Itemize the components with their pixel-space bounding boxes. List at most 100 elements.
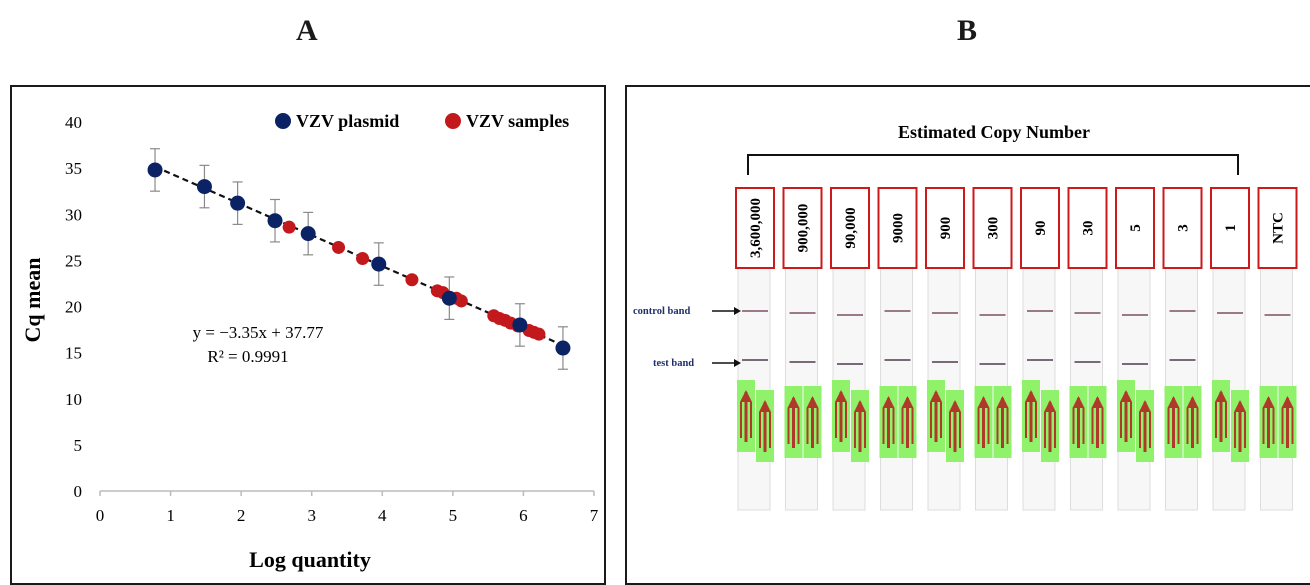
x-axis-title: Log quantity — [249, 547, 371, 572]
y-axis-title: Cq mean — [20, 258, 45, 343]
lane-9: 5 — [1115, 187, 1155, 511]
pad-arrow-head — [1044, 400, 1056, 412]
pad-arrow-head — [1091, 396, 1104, 408]
pad-arrow-head — [1262, 396, 1275, 408]
pad-arrow-head — [835, 390, 847, 402]
test-band-arrow — [712, 359, 741, 367]
bracket — [747, 154, 1239, 175]
lane-12: NTC — [1257, 187, 1298, 511]
lane-label: 900,000 — [796, 204, 812, 253]
pad-arrow-head — [806, 396, 819, 408]
pad-arrow-head — [901, 396, 914, 408]
pad-arrow-head — [1281, 396, 1294, 408]
pad-arrow-head — [949, 400, 961, 412]
legend-label-plasmid: VZV plasmid — [296, 111, 399, 131]
panel-a-letter: A — [296, 14, 318, 47]
y-tick-label: 20 — [65, 298, 82, 317]
lane-label: 30 — [1081, 221, 1097, 236]
lane-8: 30 — [1067, 187, 1108, 511]
y-tick-label: 25 — [65, 251, 82, 270]
y-tick-label: 35 — [65, 159, 82, 178]
lane-label: 3,600,000 — [748, 198, 764, 258]
sample-point — [332, 240, 346, 254]
regression-equation: y = −3.35x + 37.77 — [193, 323, 324, 342]
pad-arrow-head — [977, 396, 990, 408]
lane-4: 9000 — [877, 187, 918, 511]
sample-point — [454, 294, 468, 308]
lane-label: 5 — [1128, 224, 1144, 232]
pad-arrow-head — [1167, 396, 1180, 408]
lane-1: 3,600,000 — [735, 187, 775, 511]
legend-label-samples: VZV samples — [466, 111, 569, 131]
pad-arrow-head — [1120, 390, 1132, 402]
plasmid-point — [441, 290, 457, 306]
lane-label-box — [782, 187, 823, 269]
lane-label-box — [1257, 187, 1298, 269]
lane-label-box — [1210, 187, 1250, 269]
pad-arrow-head — [996, 396, 1009, 408]
plasmid-point — [230, 195, 246, 211]
legend: VZV plasmid VZV samples — [275, 111, 569, 131]
legend-marker-samples — [445, 113, 461, 129]
sample-point — [356, 252, 370, 266]
plasmid-point — [147, 162, 163, 178]
x-tick-label: 5 — [449, 506, 458, 525]
pad-arrow-head — [1215, 390, 1227, 402]
x-tick-marks — [99, 491, 595, 496]
x-tick-label: 4 — [378, 506, 387, 525]
r-squared: R² = 0.9991 — [207, 347, 288, 366]
x-tick-labels: 0 1 2 3 4 5 6 7 — [96, 506, 599, 525]
plasmid-point — [196, 179, 212, 195]
lane-label-box — [1020, 187, 1060, 269]
pad-arrow-head — [1025, 390, 1037, 402]
lane-label-box — [735, 187, 775, 269]
lane-label-box — [1115, 187, 1155, 269]
pad-arrow-head — [882, 396, 895, 408]
lane-label-box — [877, 187, 918, 269]
lane-3: 90,000 — [830, 187, 870, 511]
x-tick-label: 0 — [96, 506, 105, 525]
y-tick-label: 10 — [65, 390, 82, 409]
pad-arrow-head — [759, 400, 771, 412]
lane-10: 3 — [1162, 187, 1203, 511]
pad-arrow-head — [1186, 396, 1199, 408]
pad-arrow-head — [740, 390, 752, 402]
lane-label: 1 — [1223, 224, 1239, 232]
lane-label: 9000 — [891, 213, 907, 243]
lane-7: 90 — [1020, 187, 1060, 511]
lane-label-box — [972, 187, 1013, 269]
lane-label-box — [925, 187, 965, 269]
y-tick-label: 40 — [65, 113, 82, 132]
lane-label: 3 — [1176, 224, 1192, 232]
lane-6: 300 — [972, 187, 1013, 511]
control-band-arrow — [712, 307, 741, 315]
x-tick-label: 2 — [237, 506, 246, 525]
y-tick-label: 5 — [74, 436, 83, 455]
lane-label: 90,000 — [843, 207, 859, 248]
lane-label-box — [1067, 187, 1108, 269]
lane-label: 900 — [938, 217, 954, 240]
control-band-label: control band — [633, 306, 690, 317]
lane-11: 1 — [1210, 187, 1250, 511]
legend-marker-plasmid — [275, 113, 291, 129]
lane-label: 90 — [1033, 221, 1049, 236]
plasmid-point — [555, 340, 571, 356]
lane-5: 900 — [925, 187, 965, 511]
x-tick-label: 3 — [307, 506, 316, 525]
x-tick-label: 6 — [519, 506, 528, 525]
lanes: 3,600,000 900,000 90,000 9000 900 300 90 30 5 3 1 N… — [735, 187, 1298, 511]
sample-point — [282, 220, 296, 234]
pad-arrow-head — [854, 400, 866, 412]
lane-label-box — [1162, 187, 1203, 269]
pad-arrow-head — [930, 390, 942, 402]
data-points — [147, 162, 571, 356]
plasmid-point — [512, 317, 528, 333]
sample-point — [405, 273, 419, 287]
panel-b-letter: B — [957, 14, 978, 47]
y-tick-label: 15 — [65, 344, 82, 363]
estimated-copy-number-title: Estimated Copy Number — [898, 122, 1090, 142]
pad-arrow-head — [1072, 396, 1085, 408]
lane-label: NTC — [1271, 212, 1287, 244]
